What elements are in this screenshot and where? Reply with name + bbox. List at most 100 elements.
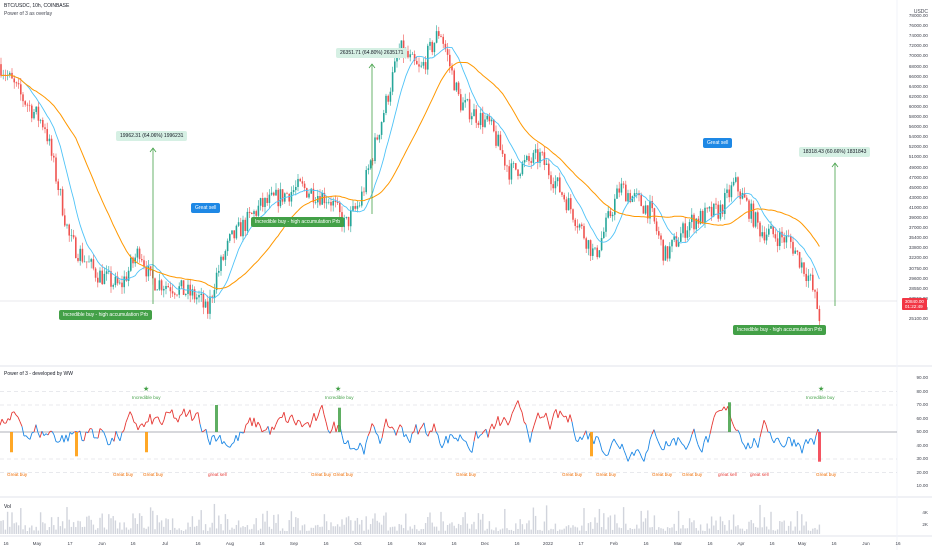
last-price-value: 30840.00 — [904, 299, 924, 304]
volume-bar — [394, 526, 396, 534]
price-axis-tick: 47000.00 — [908, 174, 928, 180]
volume-bar — [345, 517, 348, 534]
oscillator-line — [239, 431, 243, 434]
oscillator-line — [179, 413, 183, 417]
candle-body — [391, 72, 394, 92]
oscillator-line — [199, 423, 203, 433]
candle-body — [297, 178, 299, 187]
oscillator-line — [509, 413, 513, 421]
volume-bar — [783, 520, 785, 534]
oscillator-line — [21, 426, 25, 437]
candle-body — [660, 235, 662, 240]
oscillator-line — [471, 441, 475, 453]
oscillator-line — [571, 421, 575, 433]
volume-bar — [361, 519, 363, 534]
volume-bar — [156, 515, 158, 534]
candle-body — [83, 261, 86, 263]
oscillator-line — [401, 427, 405, 437]
time-axis-tick: 16 — [3, 541, 9, 546]
volume-bar — [607, 517, 609, 534]
oscillator-line — [603, 453, 607, 456]
oscillator-line — [125, 416, 129, 423]
volume-bar — [449, 523, 451, 534]
volume-bar — [24, 525, 26, 534]
volume-bar — [369, 524, 372, 534]
price-axis-tick: 70000.00 — [908, 53, 928, 59]
candle-body — [451, 66, 453, 71]
candle-body — [438, 31, 440, 36]
candle-body — [484, 119, 486, 128]
oscillator-line — [353, 447, 357, 451]
overlay-indicator-title[interactable]: Power of 3 as overlay — [4, 11, 53, 17]
candle-body — [695, 218, 697, 230]
volume-bar — [378, 522, 381, 534]
time-axis-tick: Nov — [417, 541, 427, 546]
oscillator-line — [419, 426, 423, 430]
time-axis-tick: 16 — [451, 541, 457, 546]
time-axis-tick: 16 — [514, 541, 520, 546]
oscillator-line — [627, 456, 631, 462]
price-axis-tick: 30750.00 — [908, 265, 928, 271]
candle-body — [796, 250, 799, 253]
volume-bar — [677, 510, 680, 534]
volume-bar — [636, 524, 638, 534]
volume-bar — [299, 530, 301, 534]
volume-bar — [323, 514, 326, 534]
candle-body — [13, 78, 15, 83]
candle-body — [35, 106, 37, 112]
volume-bar — [409, 526, 411, 534]
incredible-buy-label-2: Incredible buy - high accumulation Prb — [251, 217, 345, 227]
oscillator-line — [319, 404, 323, 410]
volume-bar — [356, 517, 359, 534]
volume-bar — [174, 527, 176, 534]
volume-bar — [556, 530, 559, 534]
time-axis-tick: 16 — [195, 541, 201, 546]
oscillator-line — [493, 423, 497, 430]
candle-body — [182, 280, 185, 295]
volume-bar — [796, 511, 799, 534]
candle-body — [622, 183, 625, 185]
oscillator-line — [535, 412, 539, 420]
volume-bar — [517, 528, 519, 534]
oscillator-line — [13, 411, 17, 416]
time-axis-tick: 16 — [643, 541, 649, 546]
volume-bar — [790, 521, 792, 534]
oscillator-highlight-bar — [728, 402, 731, 432]
volume-bar — [380, 524, 383, 534]
candle-body — [350, 210, 352, 227]
candle-body — [321, 192, 323, 205]
candle-body — [475, 109, 477, 123]
oscillator-line — [301, 424, 305, 428]
oscillator-line — [193, 413, 197, 419]
volume-bar — [550, 528, 552, 534]
volume-bar — [435, 526, 438, 534]
candle-body — [743, 193, 746, 198]
volume-bar — [86, 516, 88, 534]
oscillator-line — [643, 452, 647, 462]
candle-body — [752, 203, 755, 227]
candle-body — [563, 194, 565, 200]
oscillator-highlight-bar — [10, 432, 13, 453]
volume-bar — [482, 513, 484, 534]
candle-body — [431, 41, 433, 53]
volume-bar — [160, 520, 163, 534]
oscillator-line — [197, 412, 201, 425]
oscillator-line — [57, 440, 61, 443]
candle-body — [281, 189, 284, 202]
oscillator-line — [781, 445, 785, 448]
volume-bar — [193, 526, 196, 534]
oscillator-line — [711, 417, 715, 426]
oscillator-line — [533, 419, 537, 426]
volume-bar — [438, 530, 440, 534]
candle-body — [396, 57, 398, 62]
candle-body — [607, 211, 609, 218]
candle-body — [413, 54, 416, 61]
volume-title[interactable]: Vol — [4, 504, 11, 510]
candle-body — [772, 225, 774, 235]
candle-body — [33, 111, 35, 119]
oscillator-axis-tick: 60.00 — [916, 415, 929, 421]
oscillator-title[interactable]: Power of 3 - developed by WW — [4, 371, 73, 377]
oscillator-line — [149, 413, 153, 425]
